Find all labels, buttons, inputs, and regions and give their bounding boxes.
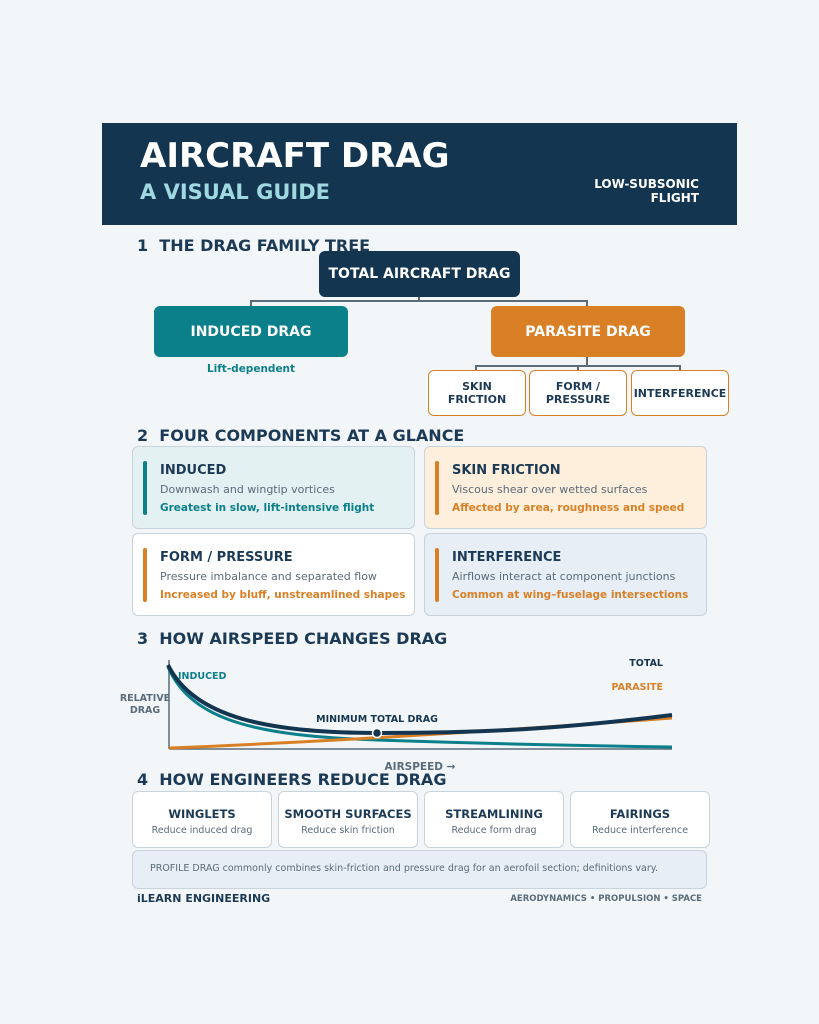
method-title: SMOOTH SURFACES — [284, 807, 412, 821]
card-title: INDUCED — [160, 463, 227, 478]
tree-child: INTERFERENCE — [631, 370, 729, 416]
section-title: 2 FOUR COMPONENTS AT A GLANCE — [137, 426, 464, 445]
accent — [435, 461, 439, 515]
y-label: RELATIVE DRAG — [119, 693, 171, 716]
header — [102, 123, 737, 225]
card-description: Downwash and wingtip vortices — [160, 483, 335, 496]
section-title: 4 HOW ENGINEERS REDUCE DRAG — [137, 770, 446, 789]
component-card: INTERFERENCE Airflows interact at compon… — [424, 533, 707, 616]
tree-child: SKIN FRICTION — [428, 370, 526, 416]
section-name: HOW AIRSPEED CHANGES DRAG — [159, 629, 448, 648]
tree-induced: INDUCED DRAG — [154, 306, 348, 357]
section-name: FOUR COMPONENTS AT A GLANCE — [159, 426, 465, 445]
component-card: SKIN FRICTION Viscous shear over wetted … — [424, 446, 707, 529]
section-title: 1 THE DRAG FAMILY TREE — [137, 236, 370, 255]
induced-label: INDUCED — [178, 671, 227, 682]
section-number: 1 — [137, 236, 149, 255]
section-title: 3 HOW AIRSPEED CHANGES DRAG — [137, 629, 447, 648]
card-title: FORM / PRESSURE — [160, 550, 293, 565]
tag: LOW-SUBSONIC — [594, 177, 699, 191]
parasite-label: PARASITE — [612, 682, 663, 693]
card-note: Greatest in slow, lift-intensive flight — [160, 502, 375, 514]
tree-child: FORM / PRESSURE — [529, 370, 627, 416]
component-card: INDUCED Downwash and wingtip vortices Gr… — [132, 446, 415, 529]
accent — [435, 548, 439, 602]
section-number: 2 — [137, 426, 149, 445]
tree-note: Lift-dependent — [206, 363, 296, 375]
method-title: STREAMLINING — [445, 807, 543, 821]
accent — [143, 461, 147, 515]
tree-parasite: PARASITE DRAG — [491, 306, 685, 357]
tree-root: TOTAL AIRCRAFT DRAG — [319, 251, 520, 297]
section-name: HOW ENGINEERS REDUCE DRAG — [159, 770, 447, 789]
tag: FLIGHT — [650, 191, 699, 205]
card-note: Affected by area, roughness and speed — [452, 502, 685, 514]
section-number: 4 — [137, 770, 149, 789]
method-card: SMOOTH SURFACES Reduce skin friction — [278, 791, 418, 848]
note-box — [132, 850, 707, 889]
drag-chart: INDUCED TOTAL PARASITE MINIMUM TOTAL DRA… — [166, 658, 673, 773]
method-card: STREAMLINING Reduce form drag — [424, 791, 564, 848]
footer-brand: iLEARN ENGINEERING — [137, 892, 271, 905]
method-description: Reduce form drag — [451, 825, 537, 836]
x-label: AIRSPEED → — [385, 761, 456, 773]
section-number: 3 — [137, 629, 149, 648]
subtitle: A VISUAL GUIDE — [140, 180, 330, 204]
footer-topics: AERODYNAMICS • PROPULSION • SPACE — [510, 894, 702, 904]
method-description: Reduce skin friction — [301, 825, 395, 836]
card-title: SKIN FRICTION — [452, 463, 561, 478]
section-name: THE DRAG FAMILY TREE — [159, 236, 371, 255]
induced-curve — [166, 666, 673, 749]
method-description: Reduce induced drag — [151, 825, 253, 836]
component-card: FORM / PRESSURE Pressure imbalance and s… — [132, 533, 415, 616]
method-card: FAIRINGS Reduce interference — [570, 791, 710, 848]
method-card: WINGLETS Reduce induced drag — [132, 791, 272, 848]
card-description: Airflows interact at component junctions — [452, 570, 676, 583]
title: AIRCRAFT DRAG — [140, 136, 450, 176]
card-description: Pressure imbalance and separated flow — [160, 570, 377, 583]
minimum-label: MINIMUM TOTAL DRAG — [316, 714, 438, 725]
minimum-point — [371, 727, 383, 739]
note: PROFILE DRAG commonly combines skin-fric… — [150, 863, 659, 874]
method-description: Reduce interference — [591, 825, 689, 836]
method-title: WINGLETS — [168, 807, 236, 821]
card-title: INTERFERENCE — [452, 550, 562, 565]
accent — [143, 548, 147, 602]
method-title: FAIRINGS — [609, 807, 671, 821]
total-label: TOTAL — [629, 658, 663, 669]
card-note: Common at wing–fuselage intersections — [452, 589, 689, 601]
card-note: Increased by bluff, unstreamlined shapes — [160, 589, 406, 601]
card-description: Viscous shear over wetted surfaces — [452, 483, 648, 496]
